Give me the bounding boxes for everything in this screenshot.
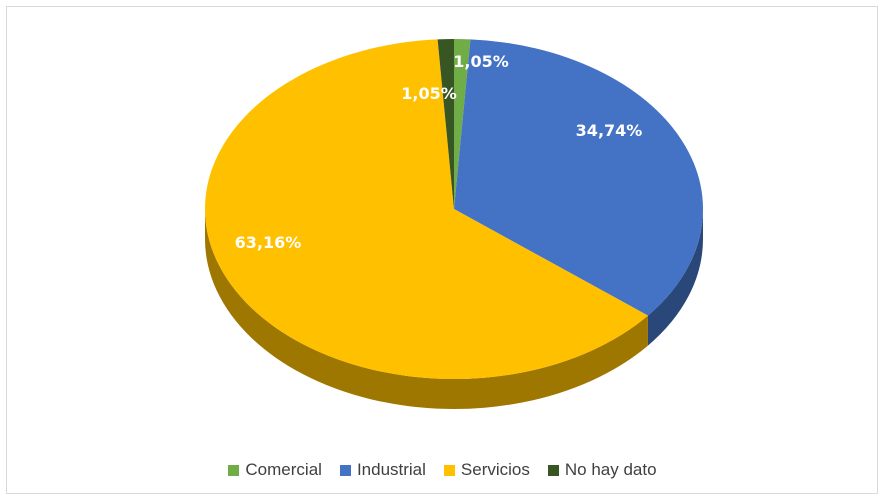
legend-label-comercial: Comercial <box>245 460 322 479</box>
legend-label-servicios: Servicios <box>460 460 530 479</box>
legend-item-no-hay-dato: No hay dato <box>547 460 657 480</box>
pie-slice-servicios <box>205 39 648 380</box>
legend-swatch-servicios <box>443 464 455 476</box>
legend-item-industrial: Industrial <box>339 460 426 480</box>
legend: Comercial Industrial Servicios No hay da… <box>0 455 885 485</box>
legend-label-industrial: Industrial <box>356 460 426 479</box>
legend-item-comercial: Comercial <box>228 460 322 480</box>
data-label-no-hay-dato: 1,05% <box>401 84 457 103</box>
data-label-servicios: 63,16% <box>235 233 302 252</box>
data-label-comercial: 1,05% <box>453 52 509 71</box>
pie-side-servicios <box>205 209 648 409</box>
legend-swatch-comercial <box>228 464 240 476</box>
legend-swatch-industrial <box>339 464 351 476</box>
pie-slice-industrial <box>454 39 703 316</box>
legend-item-servicios: Servicios <box>443 460 530 480</box>
pie-slice-comercial <box>454 39 471 209</box>
data-label-industrial: 34,74% <box>576 121 643 140</box>
pie-side-industrial <box>647 209 703 346</box>
pie-slice-no-hay-dato <box>437 39 454 209</box>
legend-swatch-no-hay-dato <box>547 464 559 476</box>
legend-label-no-hay-dato: No hay dato <box>564 460 657 479</box>
